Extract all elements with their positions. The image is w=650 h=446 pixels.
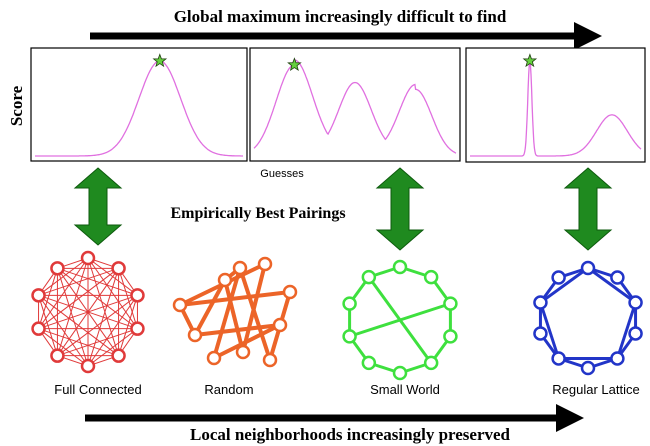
network-node — [232, 260, 248, 276]
network-node — [187, 327, 203, 343]
network-edge — [38, 328, 119, 357]
panel — [30, 47, 248, 162]
network-node — [610, 270, 625, 285]
network-edge — [223, 279, 245, 353]
network-edge — [193, 279, 227, 336]
network-node — [31, 288, 46, 303]
network-edge — [38, 294, 119, 357]
network-node — [628, 326, 643, 341]
network-node — [31, 321, 46, 336]
network-edge — [57, 267, 138, 330]
network-node — [111, 348, 126, 363]
network-label: Random — [204, 382, 253, 397]
network-label: Regular Lattice — [552, 382, 639, 397]
network-node — [206, 350, 222, 366]
network-node — [551, 351, 566, 366]
network-node — [443, 296, 458, 311]
network-label: Small World — [370, 382, 440, 397]
network-node — [282, 284, 298, 300]
network-edge — [213, 323, 281, 360]
pairing-arrow — [73, 167, 123, 246]
network-edge — [57, 328, 138, 357]
network-edge — [38, 295, 89, 367]
score-curve — [253, 59, 457, 154]
y-label: Score — [7, 85, 26, 126]
network-edge — [57, 267, 138, 296]
pairing-arrow — [563, 167, 613, 251]
network-edge — [38, 257, 89, 329]
panel — [249, 47, 461, 162]
network-node — [262, 352, 278, 368]
network-node — [361, 355, 377, 371]
network-edge — [57, 268, 119, 356]
network-node — [272, 317, 288, 333]
network-edge — [539, 266, 589, 304]
network-node — [50, 348, 65, 363]
network-edge — [587, 266, 637, 304]
network-edge — [87, 257, 138, 329]
network-node — [342, 329, 357, 344]
network-node — [80, 250, 96, 266]
network-edge — [539, 302, 561, 359]
network-node — [533, 295, 548, 310]
network-edge — [56, 268, 89, 367]
x-label: Guesses — [260, 168, 304, 180]
network-node — [235, 344, 251, 360]
maximum-star — [522, 53, 538, 68]
network-edge — [87, 295, 138, 367]
network-edge — [179, 290, 291, 307]
network-edge — [38, 268, 58, 329]
network-node — [50, 261, 65, 276]
network-node — [610, 351, 625, 366]
network-node — [423, 269, 439, 285]
network-edge — [38, 328, 89, 367]
network-node — [423, 355, 439, 371]
network-node — [443, 329, 458, 344]
network-node — [392, 365, 408, 381]
network-edge — [615, 302, 637, 359]
network-node — [130, 288, 145, 303]
network-node — [217, 272, 233, 288]
middle-label: Empirically Best Pairings — [170, 205, 345, 222]
network-node — [551, 270, 566, 285]
network-node — [257, 256, 273, 272]
network-label: Full Connected — [54, 382, 141, 397]
network-node — [580, 360, 596, 376]
network-edge — [349, 302, 451, 338]
panel — [465, 47, 646, 163]
network-node — [580, 260, 596, 276]
header-title: Global maximum increasingly difficult to… — [174, 7, 507, 26]
score-curve — [470, 60, 642, 157]
network-edge — [38, 267, 119, 296]
score-curve — [35, 60, 243, 157]
network-node — [628, 295, 643, 310]
network-node — [111, 261, 126, 276]
network-node — [80, 358, 96, 374]
network-edge — [238, 267, 272, 361]
maximum-star — [152, 53, 168, 68]
footer-title: Local neighborhoods increasingly preserv… — [190, 425, 511, 444]
maximum-star — [287, 57, 302, 72]
pairing-arrow — [375, 167, 425, 251]
network-node — [172, 297, 188, 313]
network-edge — [38, 295, 58, 356]
network-node — [392, 259, 408, 275]
network-node — [130, 321, 145, 336]
network-node — [533, 326, 548, 341]
network-node — [361, 269, 377, 285]
network-node — [342, 296, 357, 311]
network-edge — [212, 267, 242, 359]
